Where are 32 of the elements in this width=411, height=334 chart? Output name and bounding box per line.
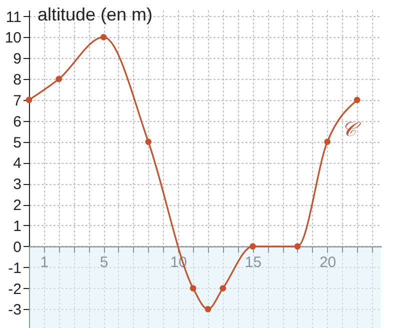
y-tick-label: 11: [6, 8, 22, 26]
point: [26, 96, 32, 104]
y-tick-label: 4: [13, 155, 22, 172]
point: [250, 243, 256, 250]
y-tick-label: 9: [13, 50, 22, 68]
x-tick-label: 5: [100, 254, 108, 271]
point: [220, 285, 226, 292]
point: [190, 285, 196, 292]
y-tick-label: 5: [13, 134, 22, 152]
point: [204, 306, 212, 312]
x-tick-label: 15: [244, 254, 262, 271]
y-tick-label: 7: [13, 92, 22, 110]
point: [56, 76, 62, 82]
x-tick-label: 20: [319, 254, 336, 271]
y-tick-label: 1: [13, 218, 22, 235]
annotation: 𝒞: [342, 116, 362, 141]
x-tick-label: 1: [40, 254, 49, 271]
y-tick-label: 3: [13, 176, 22, 194]
y-tick-label: 2: [13, 197, 22, 214]
point: [354, 96, 360, 104]
point: [294, 243, 301, 250]
y-axis-title: altitude (en m): [38, 4, 153, 24]
y-tick-label: 10: [4, 30, 22, 47]
y-tick-label: -3: [8, 302, 22, 319]
point: [100, 34, 107, 40]
y-tick-label: -2: [8, 280, 22, 298]
point: [324, 138, 330, 145]
y-tick-label: -1: [8, 260, 22, 277]
point: [145, 138, 152, 145]
y-tick-label: 8: [13, 72, 22, 89]
y-tick-label: 6: [13, 113, 22, 130]
y-tick-label: 0: [13, 238, 22, 256]
